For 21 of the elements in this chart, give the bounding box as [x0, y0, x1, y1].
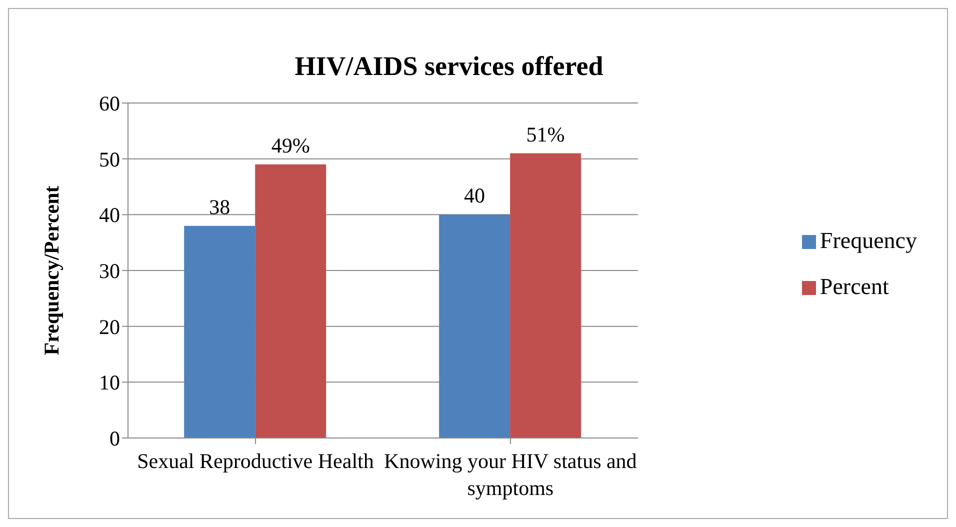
data-label: 38	[209, 194, 230, 219]
bar	[255, 164, 326, 438]
data-label: 51%	[526, 122, 565, 146]
legend-label: Percent	[820, 274, 889, 298]
y-tick-label: 40	[99, 203, 120, 228]
y-tick-label: 0	[110, 426, 120, 450]
y-axis-title: Frequency/Percent	[39, 186, 64, 356]
y-tick-label: 20	[99, 314, 120, 339]
y-tick-label: 60	[99, 91, 120, 116]
bar	[184, 226, 256, 438]
y-tick-label: 30	[99, 258, 120, 283]
chart-title: HIV/AIDS services offered	[294, 51, 604, 82]
y-tick-label: 50	[99, 147, 120, 172]
x-tick-label: Knowing your HIV status and symptoms	[384, 449, 638, 500]
data-label: 49%	[271, 133, 310, 158]
y-tick-label: 10	[99, 370, 120, 395]
bar	[510, 153, 582, 438]
legend-label: Frequency	[820, 228, 917, 252]
bar	[439, 214, 510, 438]
x-tick-label: Sexual Reproductive Health	[137, 449, 374, 473]
data-label: 40	[464, 184, 486, 208]
